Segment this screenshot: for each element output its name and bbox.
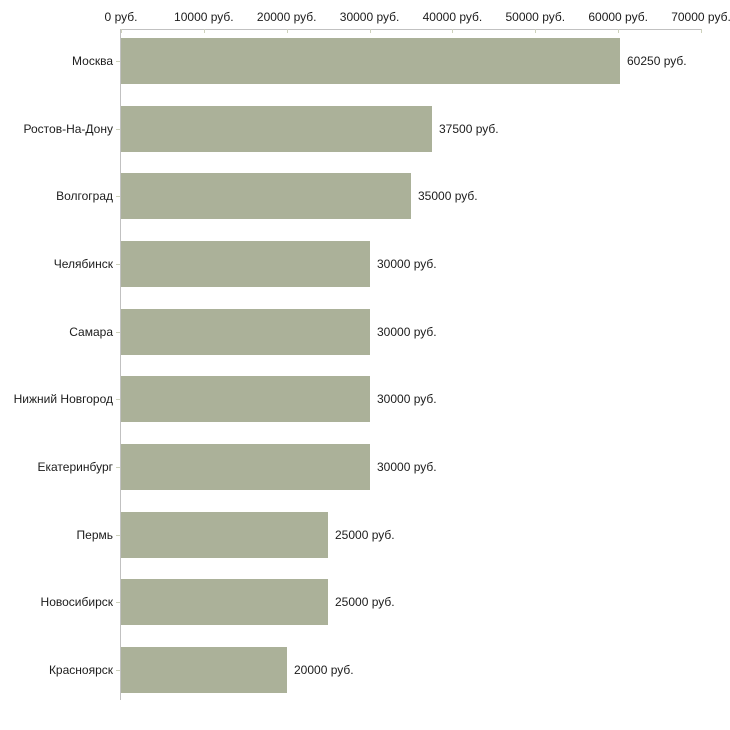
chart-row: Пермь 25000 руб. — [0, 512, 730, 558]
chart-row: Екатеринбург 30000 руб. — [0, 444, 730, 490]
chart-row: Ростов-На-Дону 37500 руб. — [0, 106, 730, 152]
category-tick-mark — [116, 196, 120, 197]
value-label: 30000 руб. — [377, 392, 437, 406]
category-tick-mark — [116, 332, 120, 333]
x-axis-tick-mark — [618, 29, 620, 33]
bar — [121, 241, 370, 287]
bar — [121, 106, 432, 152]
category-label: Волгоград — [56, 189, 113, 203]
x-axis-tick-label: 40000 руб. — [422, 10, 483, 24]
chart-row: Нижний Новгород 30000 руб. — [0, 376, 730, 422]
category-tick-mark — [116, 535, 120, 536]
category-tick-mark — [116, 264, 120, 265]
x-axis-tick-label: 20000 руб. — [256, 10, 317, 24]
bar — [121, 512, 328, 558]
value-label: 30000 руб. — [377, 257, 437, 271]
x-axis-tick-mark — [203, 29, 205, 33]
bar — [121, 647, 287, 693]
bar — [121, 173, 411, 219]
chart-row: Волгоград 35000 руб. — [0, 173, 730, 219]
category-label: Екатеринбург — [37, 460, 114, 474]
bar — [121, 376, 370, 422]
x-axis-tick-mark — [369, 29, 371, 33]
chart-row: Новосибирск 25000 руб. — [0, 579, 730, 625]
x-axis-line — [120, 29, 701, 30]
x-axis-tick-mark — [286, 29, 288, 33]
category-label: Новосибирск — [40, 595, 113, 609]
bar — [121, 444, 370, 490]
bar — [121, 38, 620, 84]
value-label: 35000 руб. — [418, 189, 478, 203]
category-tick-mark — [116, 467, 120, 468]
category-label: Красноярск — [48, 663, 113, 677]
x-axis-tick-label: 10000 руб. — [174, 10, 234, 24]
category-label: Нижний Новгород — [13, 392, 113, 406]
x-axis-tick-label: 0 руб. — [104, 10, 138, 24]
category-tick-mark — [116, 129, 120, 130]
category-label: Пермь — [76, 528, 113, 542]
bar — [121, 309, 370, 355]
chart-row: Самара 30000 руб. — [0, 309, 730, 355]
category-label: Челябинск — [53, 257, 113, 271]
category-label: Ростов-На-Дону — [23, 122, 113, 136]
x-axis: 0 руб. 10000 руб. 20000 руб. 30000 руб. … — [0, 0, 730, 33]
value-label: 30000 руб. — [377, 460, 437, 474]
value-label: 25000 руб. — [335, 595, 395, 609]
category-tick-mark — [116, 61, 120, 62]
x-axis-tick-label: 30000 руб. — [339, 10, 400, 24]
bar — [121, 579, 328, 625]
category-tick-mark — [116, 602, 120, 603]
x-axis-tick-mark — [701, 29, 702, 33]
value-label: 30000 руб. — [377, 325, 437, 339]
value-label: 25000 руб. — [335, 528, 395, 542]
category-tick-mark — [116, 670, 120, 671]
x-axis-tick-label: 70000 руб. — [671, 10, 730, 24]
category-tick-mark — [116, 399, 120, 400]
x-axis-tick-label: 60000 руб. — [588, 10, 648, 24]
chart-row: Челябинск 30000 руб. — [0, 241, 730, 287]
chart-row: Москва 60250 руб. — [0, 38, 730, 84]
chart-row: Красноярск 20000 руб. — [0, 647, 730, 693]
y-axis-line — [120, 29, 121, 700]
x-axis-tick-mark — [535, 29, 537, 33]
category-label: Москва — [72, 54, 113, 68]
category-label: Самара — [69, 325, 113, 339]
value-label: 20000 руб. — [294, 663, 354, 677]
value-label: 37500 руб. — [439, 122, 499, 136]
x-axis-tick-label: 50000 руб. — [505, 10, 566, 24]
x-axis-tick-mark — [121, 29, 122, 33]
value-label: 60250 руб. — [627, 54, 687, 68]
x-axis-tick-mark — [452, 29, 454, 33]
